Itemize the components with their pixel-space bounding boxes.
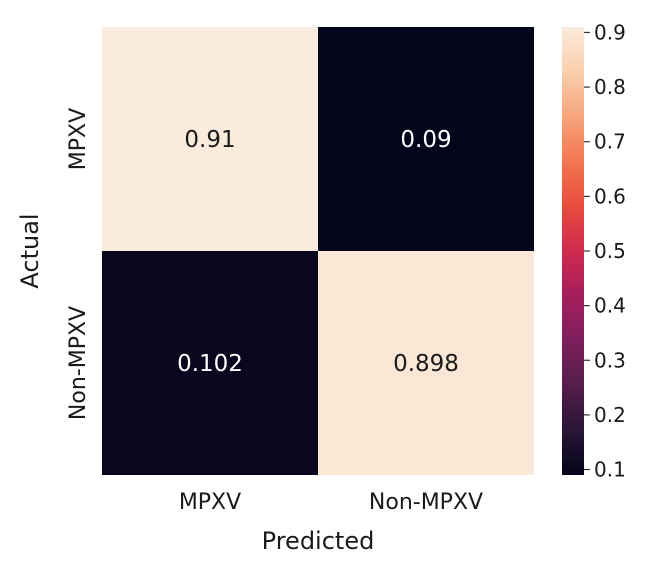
heatmap-cell	[102, 27, 318, 251]
colorbar-tick-label: 0.9	[594, 20, 626, 44]
heatmap-cell	[318, 251, 534, 475]
colorbar-tick-label: 0.1	[594, 458, 626, 482]
x-axis-tick-label: MPXV	[179, 490, 241, 515]
heatmap-cell-value: 0.102	[177, 351, 243, 377]
y-axis-tick-labels: MPXV Non-MPXV	[66, 108, 91, 420]
colorbar-tick-label: 0.8	[594, 75, 626, 99]
colorbar-tick-label: 0.3	[594, 348, 626, 372]
colorbar-tick-label: 0.6	[594, 184, 626, 208]
x-axis-tick-labels: MPXV Non-MPXV	[179, 490, 483, 515]
colorbar-tick-label: 0.4	[594, 294, 626, 318]
heatmap-cell-value: 0.898	[393, 351, 459, 377]
y-axis-tick-label: Non-MPXV	[66, 306, 91, 420]
x-axis-tick-label: Non-MPXV	[369, 490, 483, 515]
colorbar-gradient-bar	[562, 27, 584, 475]
colorbar-tick-label: 0.2	[594, 403, 626, 427]
colorbar: 0.1 0.2 0.3 0.4 0.5 0.6 0.7 0.8 0.9	[562, 20, 626, 482]
y-axis-tick-label: MPXV	[66, 108, 91, 170]
heatmap-cell-value: 0.91	[184, 127, 235, 153]
y-axis-title: Actual	[16, 213, 44, 288]
heatmap-cell	[318, 27, 534, 251]
heatmap-cell-value: 0.09	[400, 127, 451, 153]
colorbar-tick-label: 0.5	[594, 239, 626, 263]
heatmap-cell	[102, 251, 318, 475]
heatmap-cells	[102, 27, 534, 475]
heatmap-cell-labels: 0.91 0.09 0.102 0.898	[177, 127, 459, 377]
x-axis-title: Predicted	[262, 527, 375, 555]
colorbar-tick-label: 0.7	[594, 130, 626, 154]
